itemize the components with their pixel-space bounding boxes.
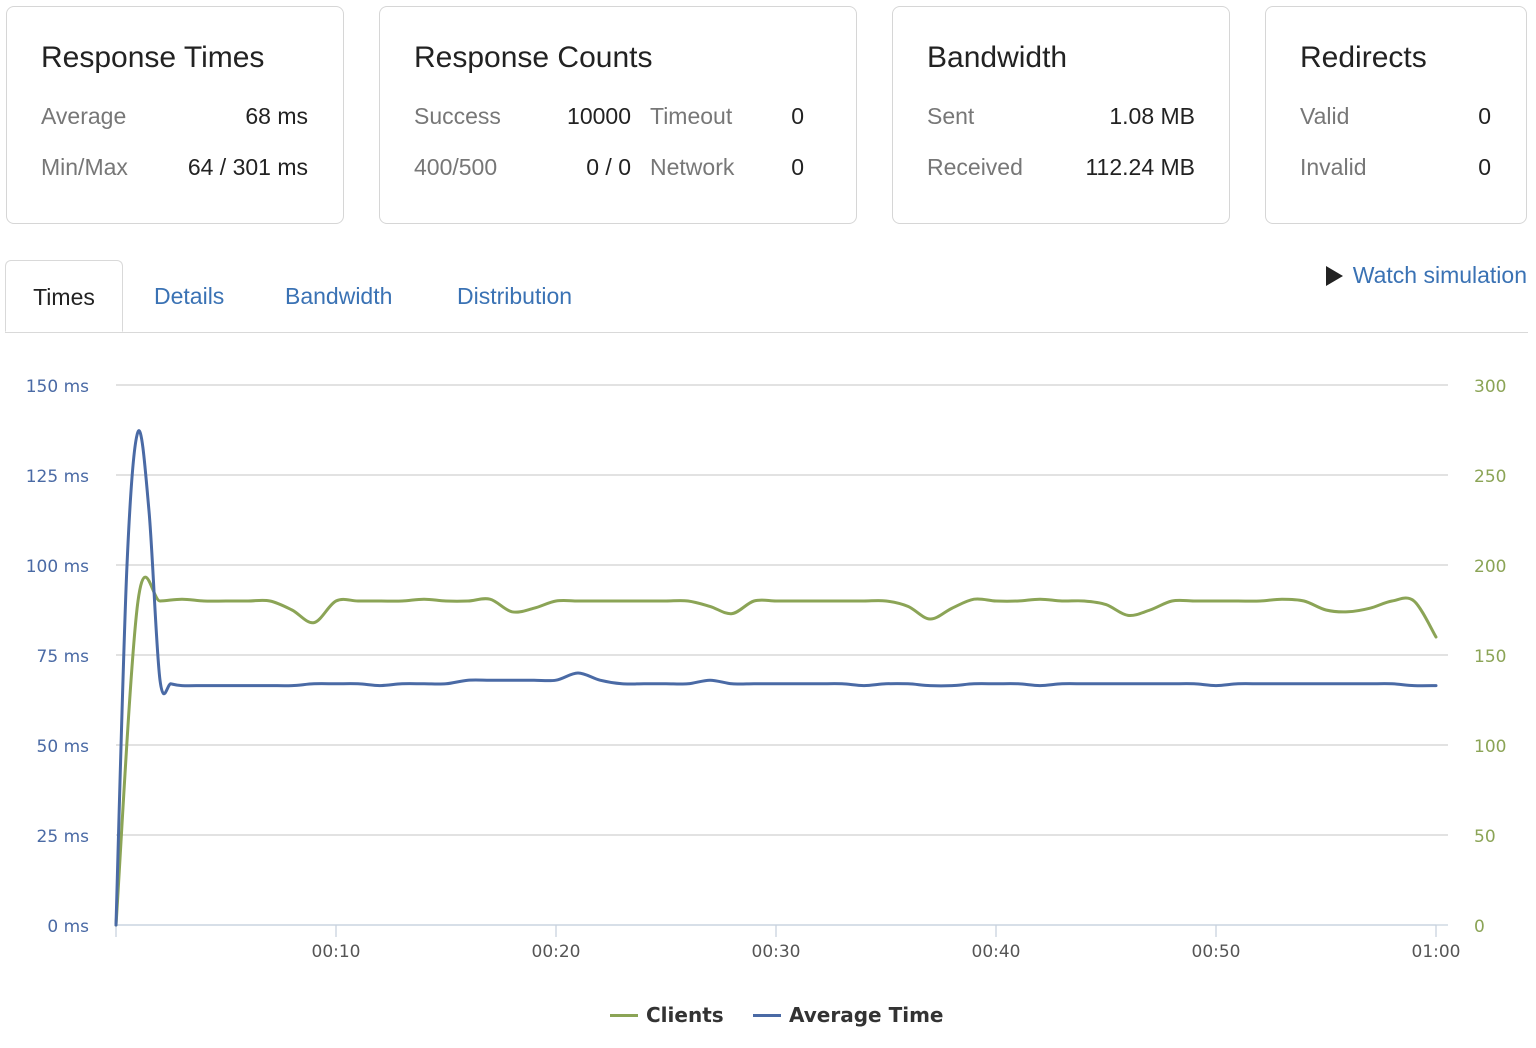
tab-bandwidth[interactable]: Bandwidth (285, 283, 393, 309)
average-time-swatch (753, 1013, 781, 1017)
legend-item-average-time[interactable]: Average Time (753, 1003, 943, 1027)
legend-label-clients: Clients (646, 1003, 724, 1027)
received-label: Received (927, 154, 1023, 180)
card-title: Redirects (1300, 41, 1427, 74)
left-tick-label: 25 ms (37, 827, 90, 847)
left-tick-label: 75 ms (37, 647, 90, 667)
bandwidth-card: Bandwidth Sent 1.08 MB Received 112.24 M… (892, 6, 1230, 224)
sent-label: Sent (927, 103, 975, 129)
timeout-value: 0 (791, 103, 804, 129)
network-value: 0 (791, 154, 804, 180)
right-tick-label: 100 (1474, 737, 1506, 757)
play-icon (1325, 265, 1343, 286)
minmax-value: 64 / 301 ms (187, 154, 308, 180)
right-tick-label: 250 (1474, 467, 1506, 487)
success-label: Success (414, 103, 501, 129)
right-tick-label: 150 (1474, 647, 1506, 667)
success-value: 10000 (567, 103, 631, 129)
x-tick-label: 00:40 (972, 942, 1021, 962)
series-line-average-time (114, 429, 1438, 927)
right-tick-label: 200 (1474, 557, 1506, 577)
minmax-label: Min/Max (41, 154, 128, 180)
x-tick-label: 00:50 (1192, 942, 1241, 962)
right-tick-label: 0 (1474, 917, 1485, 937)
card-title: Bandwidth (927, 41, 1068, 74)
left-tick-label: 50 ms (37, 737, 90, 757)
tab-distribution[interactable]: Distribution (457, 283, 573, 309)
redirects-card: Redirects Valid 0 Invalid 0 (1265, 6, 1527, 224)
errors-value: 0 / 0 (586, 154, 631, 180)
grid-lines (116, 384, 1448, 926)
valid-label: Valid (1300, 103, 1350, 129)
left-axis-ticks: 0 ms 25 ms 50 ms 75 ms 100 ms 125 ms 150 ms (26, 377, 89, 937)
left-tick-label: 125 ms (26, 467, 89, 487)
left-tick-label: 150 ms (26, 377, 89, 397)
series-lines (114, 429, 1438, 927)
invalid-label: Invalid (1300, 154, 1367, 180)
chart-legend: Clients Average Time (0, 1003, 1536, 1033)
series-line-clients (114, 575, 1438, 927)
x-tick-label: 00:30 (752, 942, 801, 962)
tab-bar: Times Details Bandwidth Distribution (5, 260, 1528, 333)
x-tick-label: 00:10 (312, 942, 361, 962)
clients-swatch (610, 1013, 638, 1017)
received-value: 112.24 MB (1085, 154, 1195, 180)
errors-label: 400/500 (414, 154, 498, 180)
timeout-label: Timeout (650, 103, 733, 129)
invalid-value: 0 (1478, 154, 1491, 180)
response-time-chart: 0 ms 25 ms 50 ms 75 ms 100 ms 125 ms 150 ms 0 5… (26, 377, 1507, 962)
sent-value: 1.08 MB (1109, 103, 1195, 129)
response-times-card: Response Times Average 68 ms Min/Max 64 … (6, 6, 344, 224)
right-axis-ticks: 0 50 100 150 200 250 300 (1474, 377, 1506, 937)
tab-times[interactable]: Times (5, 260, 123, 332)
card-title: Response Counts (414, 41, 653, 74)
card-title: Response Times (41, 41, 265, 74)
response-counts-card: Response Counts Success 10000 Timeout 0 … (379, 6, 857, 224)
network-label: Network (650, 154, 735, 180)
legend-item-clients[interactable]: Clients (610, 1003, 724, 1027)
legend-label-average-time: Average Time (789, 1003, 944, 1027)
watch-simulation-link[interactable]: Watch simulation (1325, 262, 1527, 289)
x-axis: 00:10 00:20 00:30 00:40 00:50 01:00 (115, 924, 1461, 962)
tab-details[interactable]: Details (154, 283, 225, 309)
left-tick-label: 100 ms (26, 557, 89, 577)
right-tick-label: 300 (1474, 377, 1506, 397)
watch-simulation-label: Watch simulation (1352, 262, 1527, 288)
x-tick-label: 01:00 (1412, 942, 1461, 962)
average-label: Average (41, 103, 127, 129)
valid-value: 0 (1478, 103, 1491, 129)
x-tick-label: 00:20 (532, 942, 581, 962)
right-tick-label: 50 (1474, 827, 1496, 847)
left-tick-label: 0 ms (47, 917, 89, 937)
average-value: 68 ms (245, 103, 308, 129)
